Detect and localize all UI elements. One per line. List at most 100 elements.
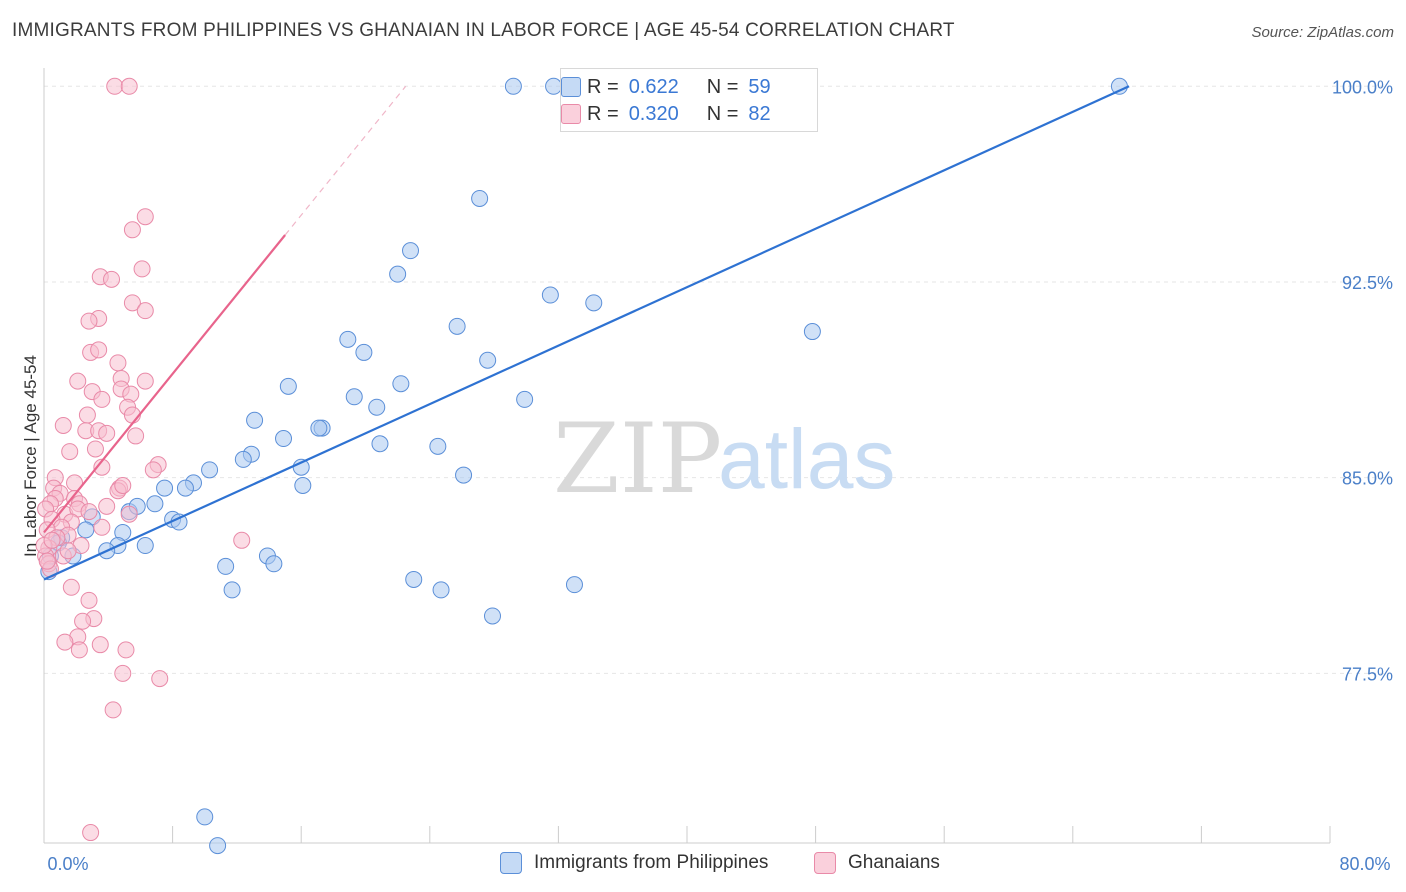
philippines-point [405,570,423,588]
ghanaians-point [136,208,154,226]
philippines-point [803,323,821,341]
x-tick-label: 80.0% [1339,854,1390,874]
ghanaians-point [80,591,98,609]
legend-swatch-blue [561,77,581,97]
ghanaians-point [233,531,251,549]
legend-n-value: 82 [748,102,771,125]
philippines-point [265,555,283,573]
ghanaians-point [82,824,100,842]
ghanaians-point [98,497,116,515]
ghanaians-point [120,505,138,523]
ghanaians-point [123,221,141,239]
ghanaians-trend-extension [284,85,407,236]
ghanaians-point [61,443,79,461]
philippines-trend-line [43,85,1130,581]
philippines-point [432,581,450,599]
philippines-point [217,557,235,575]
ghanaians-point [151,670,169,688]
ghanaians-point [106,77,124,95]
philippines-point [176,479,194,497]
philippines-point [136,537,154,555]
legend-r-value: 0.622 [628,75,679,98]
ghanaians-point [103,270,121,288]
philippines-point [585,294,603,312]
philippines-point [310,419,328,437]
ghanaians-point [114,664,132,682]
y-tick-label: 92.5% [1342,273,1393,293]
philippines-point [471,189,489,207]
philippines-point [234,450,252,468]
ghanaians-point [98,424,116,442]
chart-title: IMMIGRANTS FROM PHILIPPINES VS GHANAIAN … [12,20,955,41]
philippines-point [275,430,293,448]
ghanaians-point [38,552,56,570]
philippines-point [345,388,363,406]
legend-swatch-blue [500,852,522,874]
philippines-point [294,477,312,495]
philippines-point [448,317,466,335]
watermark-atlas: atlas [718,412,895,506]
y-tick-label: 77.5% [1342,664,1393,684]
legend-r-label: R = [587,102,619,125]
axes [43,68,1331,844]
ghanaians-point [117,641,135,659]
ghanaians-point [93,518,111,536]
philippines-point [483,607,501,625]
chart-source: Source: ZipAtlas.com [1251,24,1394,41]
philippines-point [196,808,214,826]
philippines-point [279,377,297,395]
ghanaians-point [144,461,162,479]
ghanaians-point [86,440,104,458]
ghanaians-point [78,406,96,424]
bottom-legend-label: Immigrants from Philippines [534,852,769,873]
philippines-point [1110,77,1128,95]
legend-n-value: 59 [748,75,771,98]
philippines-point [201,461,219,479]
ghanaians-point [109,354,127,372]
ghanaians-point [59,542,77,560]
philippines-point [455,466,473,484]
legend-n-label: N = [706,75,739,98]
philippines-point [223,581,241,599]
bottom-legend-philippines: Immigrants from Philippines [500,852,768,874]
philippines-point [479,351,497,369]
x-tick-label: 0.0% [47,854,88,874]
ghanaians-point [93,458,111,476]
ghanaians-point [91,636,109,654]
ghanaians-point [56,633,74,651]
stats-legend: R = 0.622 N = 59 R = 0.320 N = 82 [560,68,818,132]
legend-swatch-pink [814,852,836,874]
watermark: ZIP atlas [553,403,895,515]
legend-swatch-pink [561,104,581,124]
philippines-point [541,286,559,304]
y-tick-label: 100.0% [1332,77,1393,97]
legend-row-philippines: R = 0.622 N = 59 [561,75,771,99]
data-points [35,77,1128,855]
legend-row-ghanaians: R = 0.320 N = 82 [561,102,771,126]
ghanaians-trend-line [43,234,286,534]
bottom-legend-ghanaians: Ghanaians [814,852,940,874]
philippines-point [371,435,389,453]
bottom-legend-label: Ghanaians [848,852,940,873]
ghanaians-point [62,578,80,596]
philippines-point [355,343,373,361]
philippines-point [246,411,264,429]
trend-lines [43,85,1130,581]
ghanaians-point [133,260,151,278]
ghanaians-point [80,312,98,330]
tick-labels: 77.5% 85.0% 92.5% 100.0% 0.0% 80.0% [47,77,1393,874]
watermark-zip: ZIP [553,403,722,515]
ghanaians-point [114,477,132,495]
ghanaians-point [104,701,122,719]
philippines-point [504,77,522,95]
ghanaians-point [123,294,141,312]
philippines-point [392,375,410,393]
ghanaians-point [127,427,145,445]
ghanaians-point [54,416,72,434]
y-axis-label: In Labor Force | Age 45-54 [21,355,40,557]
ghanaians-point [120,77,138,95]
philippines-point [516,390,534,408]
ghanaians-point [90,341,108,359]
ghanaians-point [80,503,98,521]
